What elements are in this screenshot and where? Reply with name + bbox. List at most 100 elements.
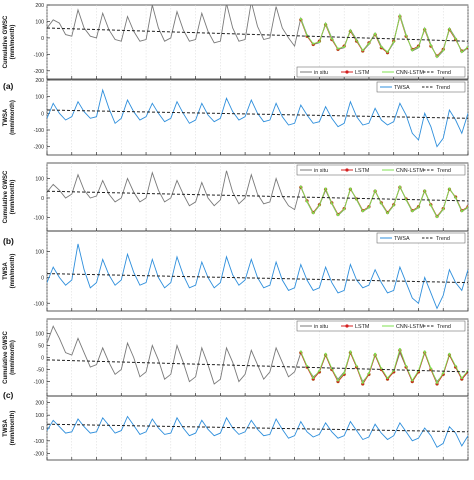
- data-point: [398, 185, 401, 188]
- legend-label: TWSA: [394, 236, 410, 242]
- panel-label: (b): [3, 236, 14, 246]
- y-tick-label: -50: [37, 368, 45, 374]
- data-point: [380, 367, 383, 370]
- y-tick-label: 100: [35, 95, 44, 101]
- legend-label: Trend: [437, 324, 451, 330]
- legend-label: Trend: [437, 70, 451, 76]
- data-point: [448, 187, 451, 190]
- data-point: [355, 198, 358, 201]
- data-point: [460, 50, 463, 53]
- data-point: [318, 40, 321, 44]
- legend-box: [376, 81, 466, 93]
- data-point: [374, 189, 377, 192]
- legend: in situ LSTM CNN-LSTM Trend: [296, 320, 466, 332]
- series-line-twsa: [47, 88, 468, 148]
- y-tick-label: 100: [35, 177, 44, 183]
- y-tick-label: -100: [34, 128, 44, 134]
- legend: in situ LSTM CNN-LSTM Trend: [296, 164, 466, 176]
- data-point: [374, 32, 377, 35]
- data-point: [361, 381, 364, 384]
- legend: TWSA Trend: [376, 232, 466, 244]
- panel-5: 200 100 0 -100 -200 TWSA (mm/month): [3, 395, 469, 461]
- y-tick-label: 100: [35, 413, 44, 419]
- data-point: [299, 17, 302, 21]
- data-point: [336, 379, 340, 382]
- data-point: [380, 45, 383, 49]
- data-point: [466, 45, 468, 49]
- legend-marker: [345, 70, 349, 74]
- data-point: [324, 22, 327, 26]
- data-point: [404, 198, 408, 201]
- data-point: [349, 350, 352, 353]
- y-tick-label: 100: [35, 250, 44, 256]
- legend-label: CNN-LSTM: [396, 70, 424, 76]
- data-point: [299, 350, 302, 353]
- series-line-trend: [47, 27, 468, 42]
- data-point: [367, 206, 371, 209]
- y-tick-label: 200: [35, 3, 44, 9]
- data-point: [392, 40, 395, 44]
- data-point: [411, 49, 414, 52]
- y-tick-label: -100: [34, 52, 44, 58]
- legend-label: TWSA: [394, 85, 410, 91]
- data-point: [454, 196, 457, 199]
- y-axis-label: (mm/month): [10, 340, 16, 375]
- legend-label: Trend: [436, 85, 450, 91]
- y-axis-label: TWSA: [3, 108, 9, 126]
- data-point: [435, 381, 439, 384]
- y-tick-label: -200: [34, 452, 44, 458]
- data-point: [435, 215, 439, 219]
- y-axis-label: Cumulative GWSC: [3, 15, 9, 68]
- data-point: [392, 204, 395, 207]
- y-tick-label: -200: [34, 69, 44, 75]
- series-line-trend: [47, 359, 468, 373]
- y-tick-label: 0: [41, 426, 44, 432]
- data-point: [411, 210, 414, 213]
- data-point: [355, 39, 358, 42]
- data-point: [343, 208, 346, 211]
- data-point: [343, 45, 346, 49]
- y-axis-label: (mm/month): [10, 25, 16, 60]
- data-point: [380, 202, 383, 205]
- panel-label: (a): [3, 81, 14, 91]
- data-point: [442, 372, 445, 375]
- legend: TWSA Trend: [376, 81, 466, 93]
- panel-4: 100 50 0 -50 -100 Cumulative GWSC (mm/month) (c…: [3, 318, 469, 400]
- y-axis-label: TWSA: [3, 262, 9, 280]
- data-point: [423, 27, 426, 30]
- data-point: [336, 47, 340, 50]
- y-tick-label: -100: [34, 439, 44, 445]
- data-point: [330, 202, 333, 205]
- data-point: [349, 187, 352, 190]
- data-point: [367, 42, 371, 45]
- data-point: [305, 364, 309, 368]
- legend-label: LSTM: [355, 70, 370, 76]
- data-point: [374, 352, 377, 355]
- series-line-cnn-lstm: [300, 185, 468, 218]
- data-point: [312, 376, 315, 380]
- legend-label: LSTM: [355, 168, 370, 174]
- series-line-twsa: [47, 243, 468, 310]
- data-point: [429, 367, 432, 370]
- series-line-in-situ: [47, 170, 468, 219]
- data-point: [349, 29, 352, 32]
- legend-box: [296, 66, 466, 78]
- data-point: [367, 372, 371, 375]
- data-point: [448, 27, 451, 30]
- data-point: [411, 379, 414, 382]
- data-point: [361, 49, 364, 52]
- data-point: [423, 189, 426, 192]
- series-line-lstm: [300, 348, 468, 386]
- data-point: [312, 42, 315, 45]
- series-line-in-situ: [47, 325, 468, 385]
- data-point: [324, 187, 327, 190]
- data-point: [312, 212, 315, 215]
- y-tick-label: -100: [34, 215, 44, 221]
- y-tick-label: 200: [35, 78, 44, 84]
- series-line-in-situ: [47, 5, 468, 59]
- series-line-twsa: [47, 415, 468, 448]
